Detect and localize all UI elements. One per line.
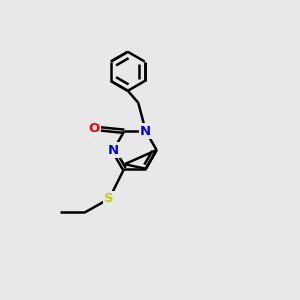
Text: N: N — [140, 125, 152, 138]
Text: N: N — [108, 143, 119, 157]
Text: O: O — [88, 122, 100, 135]
Text: S: S — [104, 192, 114, 205]
